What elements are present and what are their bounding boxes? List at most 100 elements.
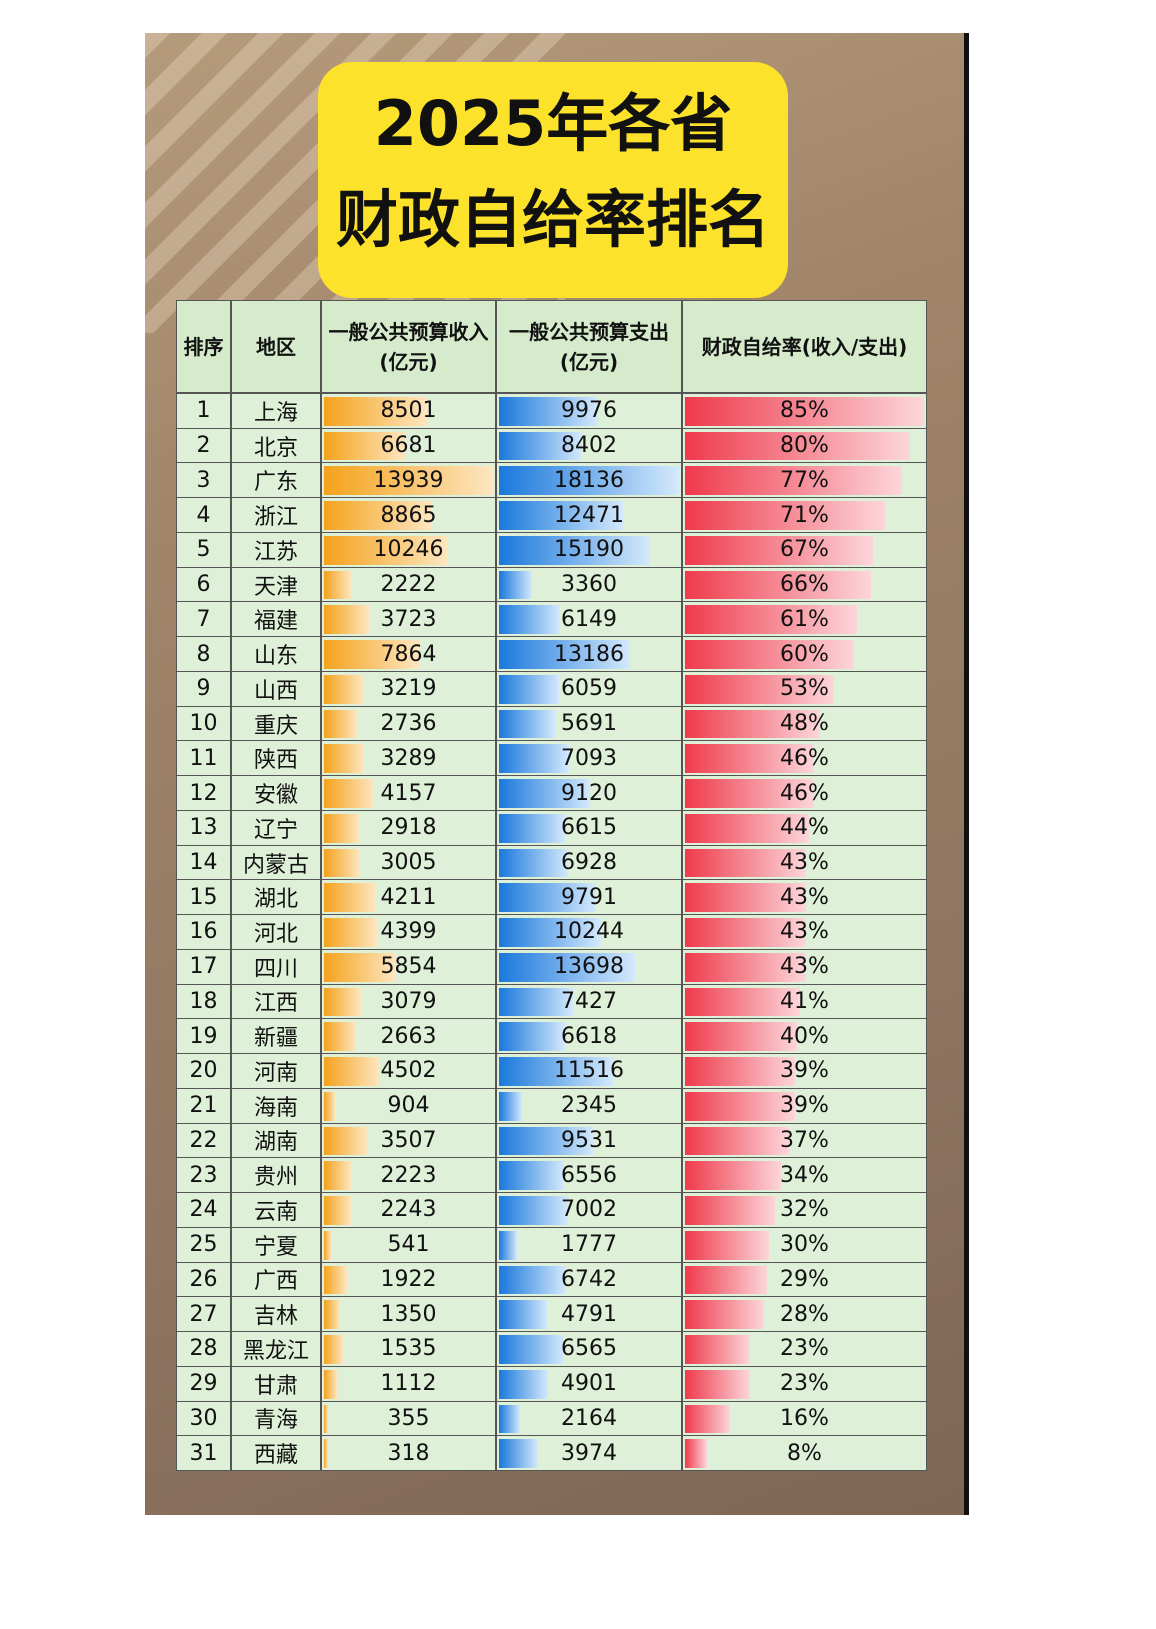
table-cell: 18136 bbox=[496, 462, 682, 499]
table-cell: 28 bbox=[176, 1331, 231, 1367]
data-bar bbox=[685, 1265, 767, 1295]
cell-text: 66% bbox=[780, 572, 829, 598]
table-cell: 39% bbox=[682, 1053, 927, 1089]
cell-text: 湖北 bbox=[253, 887, 298, 913]
table-cell: 6742 bbox=[496, 1261, 682, 1298]
cell-text: 北京 bbox=[253, 435, 298, 461]
cell-text: 江苏 bbox=[253, 539, 298, 565]
table-cell: 2 bbox=[176, 427, 231, 464]
table-cell: 5854 bbox=[321, 948, 496, 985]
cell-text: 3079 bbox=[380, 988, 437, 1014]
cell-text: 541 bbox=[387, 1232, 430, 1258]
table-cell: 28% bbox=[682, 1296, 927, 1333]
data-bar bbox=[324, 1300, 341, 1330]
header-cell: 财政自给率(收入/支出) bbox=[682, 300, 927, 393]
cell-text: 39% bbox=[780, 1058, 829, 1084]
table-cell: 4791 bbox=[496, 1296, 682, 1333]
table-cell: 2164 bbox=[496, 1400, 682, 1437]
table-cell: 16 bbox=[176, 914, 231, 950]
header-text: 一般公共预算收入(亿元) bbox=[328, 319, 489, 374]
table-cell: 21 bbox=[176, 1087, 231, 1124]
table-cell: 12471 bbox=[496, 497, 682, 533]
data-bar bbox=[685, 848, 806, 878]
cell-text: 21 bbox=[189, 1093, 218, 1119]
table-cell: 7427 bbox=[496, 983, 682, 1020]
table-cell: 2918 bbox=[321, 809, 496, 846]
cell-text: 9791 bbox=[561, 884, 617, 910]
cell-text: 26 bbox=[189, 1266, 218, 1292]
table-cell: 67% bbox=[682, 531, 927, 568]
table-cell: 6059 bbox=[496, 670, 682, 707]
table-cell: 44% bbox=[682, 809, 927, 846]
cell-text: 1922 bbox=[380, 1266, 437, 1292]
table-cell: 2736 bbox=[321, 705, 496, 742]
data-bar bbox=[324, 431, 405, 461]
table-cell: 10244 bbox=[496, 914, 682, 950]
cell-text: 31 bbox=[189, 1440, 218, 1466]
table-cell: 24 bbox=[176, 1192, 231, 1228]
data-bar bbox=[324, 640, 420, 669]
table-cell: 53% bbox=[682, 670, 927, 707]
cell-text: 内蒙古 bbox=[242, 852, 309, 878]
cell-text: 新疆 bbox=[253, 1026, 298, 1052]
cell-text: 53% bbox=[780, 676, 829, 702]
cell-text: 4791 bbox=[561, 1301, 617, 1327]
cell-text: 江西 bbox=[253, 991, 298, 1017]
data-bar bbox=[685, 1335, 750, 1364]
data-bar bbox=[685, 1126, 790, 1156]
cell-text: 6742 bbox=[561, 1266, 617, 1292]
data-bar bbox=[499, 535, 650, 565]
cell-text: 5854 bbox=[380, 954, 437, 980]
table-cell: 西藏 bbox=[231, 1435, 321, 1471]
table-cell: 6 bbox=[176, 566, 231, 603]
cell-text: 5691 bbox=[561, 711, 617, 737]
table-cell: 29% bbox=[682, 1261, 927, 1298]
table-cell: 11 bbox=[176, 740, 231, 777]
table-cell: 41% bbox=[682, 983, 927, 1020]
cell-text: 8501 bbox=[380, 398, 437, 424]
cell-text: 6618 bbox=[561, 1023, 617, 1049]
cell-text: 2663 bbox=[380, 1023, 437, 1049]
data-bar bbox=[324, 1439, 328, 1468]
cell-text: 13186 bbox=[554, 641, 624, 667]
data-bar bbox=[499, 1439, 539, 1468]
table-cell: 16% bbox=[682, 1400, 927, 1437]
table-cell: 71% bbox=[682, 497, 927, 533]
header-text: 财政自给率(收入/支出) bbox=[701, 334, 908, 359]
table-cell: 13698 bbox=[496, 948, 682, 985]
title-line: 2025年各省 bbox=[373, 87, 733, 160]
cell-text: 1535 bbox=[380, 1336, 437, 1362]
cell-text: 4901 bbox=[561, 1371, 617, 1397]
cell-text: 12 bbox=[189, 780, 218, 806]
cell-text: 10246 bbox=[373, 537, 444, 563]
table-cell: 541 bbox=[321, 1226, 496, 1263]
data-bar bbox=[324, 883, 376, 913]
table-cell: 904 bbox=[321, 1087, 496, 1124]
table-cell: 8 bbox=[176, 636, 231, 672]
cell-text: 河北 bbox=[253, 921, 298, 947]
table-cell: 北京 bbox=[231, 427, 321, 464]
cell-text: 85% bbox=[780, 398, 829, 424]
cell-text: 5 bbox=[196, 537, 211, 563]
cell-text: 1112 bbox=[380, 1371, 437, 1397]
data-bar bbox=[324, 1265, 348, 1295]
table-cell: 13186 bbox=[496, 636, 682, 672]
table-cell: 7002 bbox=[496, 1192, 682, 1228]
cell-text: 13 bbox=[189, 815, 218, 841]
data-bar bbox=[499, 431, 583, 461]
cell-text: 7 bbox=[196, 606, 211, 632]
cell-text: 18 bbox=[189, 988, 218, 1014]
edge bbox=[964, 33, 969, 1515]
table-cell: 河南 bbox=[231, 1053, 321, 1089]
data-bar bbox=[499, 570, 533, 600]
cell-text: 32% bbox=[780, 1197, 829, 1223]
cell-text: 8 bbox=[196, 641, 211, 667]
cell-text: 山西 bbox=[253, 678, 298, 704]
cell-text: 16 bbox=[189, 919, 218, 945]
table-cell: 10 bbox=[176, 705, 231, 742]
cell-text: 6059 bbox=[561, 676, 617, 702]
table-cell: 1922 bbox=[321, 1261, 496, 1298]
cell-text: 25 bbox=[189, 1232, 218, 1258]
table-cell: 3219 bbox=[321, 670, 496, 707]
cell-text: 46% bbox=[780, 780, 829, 806]
